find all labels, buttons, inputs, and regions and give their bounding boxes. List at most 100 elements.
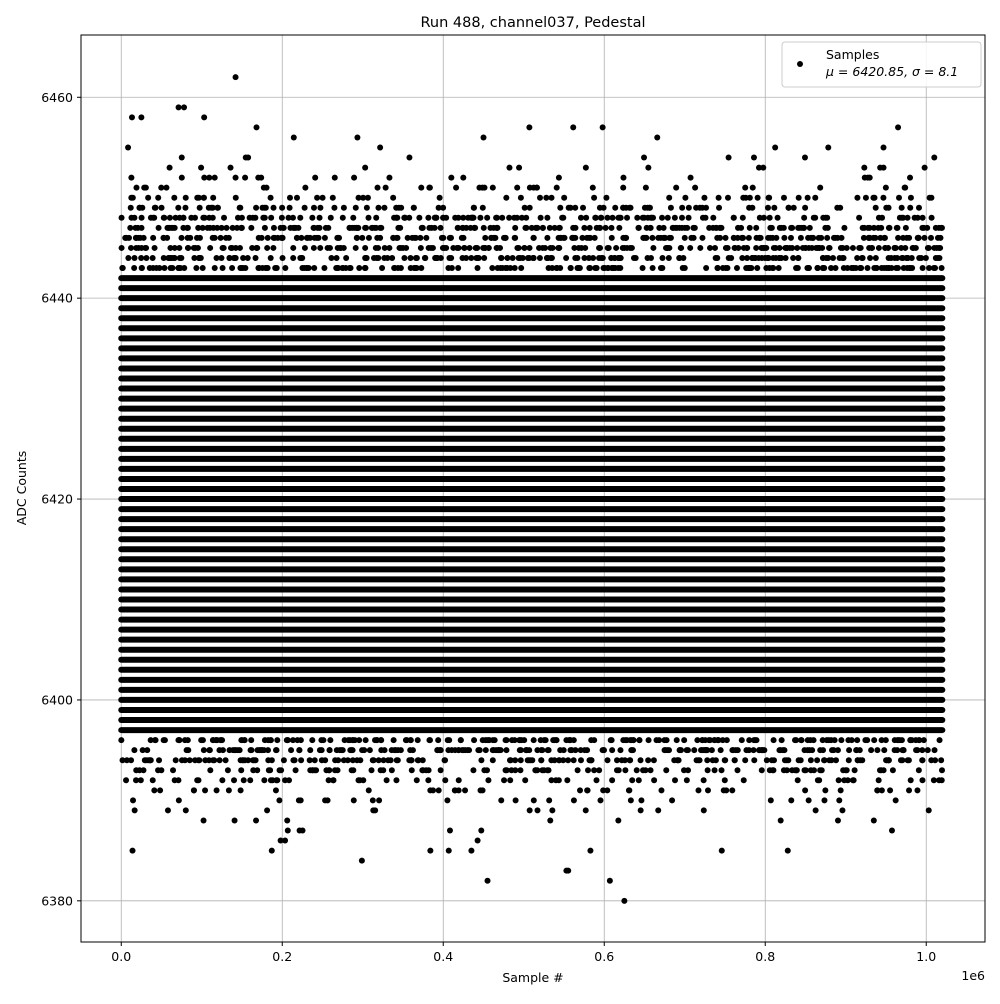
sample-point [772,144,779,151]
sample-point [854,194,861,201]
sample-point [434,747,441,754]
sample-point [554,265,561,272]
sample-point [502,737,509,744]
sample-point [225,787,232,794]
sample-point [839,807,846,814]
sample-point [636,737,643,744]
sample-point [673,737,680,744]
sample-point [926,265,933,272]
sample-point [691,224,698,231]
sample-point [221,214,228,221]
sample-point [544,254,551,261]
sample-point [804,737,811,744]
sample-point [872,254,879,261]
sample-point [218,254,225,261]
sample-point [458,234,465,241]
sample-point [193,265,200,272]
sample-point [261,214,268,221]
dense-sample-row [118,345,946,352]
sample-point [760,214,767,221]
sample-point [651,777,658,784]
sample-point [336,234,343,241]
sample-point [577,787,584,794]
sample-point [338,244,345,251]
sample-point [938,224,945,231]
sample-point [142,184,149,191]
sample-point [854,757,861,764]
sample-point [422,254,429,261]
sample-point [883,265,890,272]
sample-point [354,234,361,241]
sample-point [523,747,530,754]
sample-point [273,265,280,272]
sample-point [644,204,651,211]
sample-point [194,194,201,201]
sample-point [128,757,135,764]
sample-point [477,214,484,221]
sample-point [351,174,358,181]
sample-point [466,747,473,754]
sample-point [896,194,903,201]
sample-point [442,757,449,764]
sample-point [596,767,603,774]
sample-point [615,817,622,824]
sample-point [817,747,824,754]
sample-point [666,244,673,251]
sample-point [872,204,879,211]
sample-point [681,224,688,231]
sample-point [340,265,347,272]
sample-point [181,265,188,272]
sample-point [213,254,220,261]
sample-point [391,265,398,272]
sample-point [311,234,318,241]
sample-point [175,265,182,272]
sample-point [604,244,611,251]
sample-point [739,214,746,221]
sample-point [678,244,685,251]
sample-point [720,787,727,794]
sample-point [317,204,324,211]
sample-point [704,757,711,764]
sample-point [368,767,375,774]
sample-point [182,194,189,201]
sample-point [892,797,899,804]
sample-point [584,787,591,794]
sample-point [681,234,688,241]
sample-point [460,214,467,221]
sample-point [755,164,762,171]
sample-point [350,797,357,804]
sample-point [489,184,496,191]
sample-point [373,214,380,221]
sample-point [572,204,579,211]
sample-point [753,737,760,744]
sample-point [369,797,376,804]
sample-point [190,787,197,794]
sample-point [582,164,589,171]
sample-point [460,224,467,231]
sample-point [245,757,252,764]
sample-point [385,757,392,764]
dense-sample-row [118,616,946,623]
sample-point [131,254,138,261]
sample-point [617,214,624,221]
sample-point [461,244,468,251]
sample-point [746,194,753,201]
sample-point [734,767,741,774]
sample-point [483,767,490,774]
sample-point [200,747,207,754]
sample-point [560,214,567,221]
sample-point [482,747,489,754]
outlier-point [526,124,533,131]
sample-point [885,757,892,764]
sample-point [448,174,455,181]
sample-point [687,174,694,181]
sample-point [365,214,372,221]
sample-point [674,757,681,764]
dense-sample-row [118,285,946,292]
sample-point [278,214,285,221]
sample-point [435,787,442,794]
sample-point [861,174,868,181]
sample-point [735,224,742,231]
sample-point [150,214,157,221]
sample-point [765,254,772,261]
